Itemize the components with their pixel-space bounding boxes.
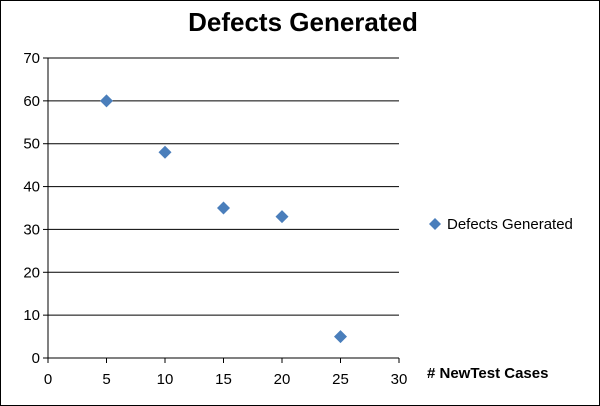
legend-marker — [429, 218, 441, 230]
chart-title: Defects Generated — [188, 7, 418, 37]
y-tick-label: 70 — [23, 50, 40, 67]
data-point-4 — [275, 210, 289, 224]
x-tick-label: 10 — [157, 371, 174, 388]
legend: Defects Generated — [429, 216, 573, 233]
y-tick-label: 40 — [23, 179, 40, 196]
y-tick-label: 20 — [23, 264, 40, 281]
y-tick-label: 60 — [23, 93, 40, 110]
x-tick-label: 5 — [102, 371, 110, 388]
x-tick-label: 30 — [391, 371, 408, 388]
axes — [43, 57, 400, 363]
x-axis-label: # NewTest Cases — [427, 365, 548, 382]
data-point-3 — [217, 201, 230, 215]
x-tick-label: 20 — [274, 371, 291, 388]
y-tick-label: 10 — [23, 307, 40, 324]
y-tick-label: 30 — [23, 221, 40, 238]
data-point-2 — [158, 145, 172, 159]
x-tick-label: 15 — [215, 371, 232, 388]
y-tick-label: 50 — [23, 136, 40, 153]
data-point-5 — [334, 330, 347, 344]
data-points — [100, 94, 347, 344]
x-tick-label: 0 — [44, 371, 52, 388]
tick-labels: 0 10 20 30 40 50 60 70 0 5 10 15 20 25 30 — [23, 50, 407, 388]
x-tick-label: 25 — [332, 371, 349, 388]
legend-label: Defects Generated — [447, 216, 573, 233]
y-tick-label: 0 — [32, 350, 40, 367]
gridlines — [48, 57, 399, 316]
data-point-1 — [100, 94, 113, 108]
